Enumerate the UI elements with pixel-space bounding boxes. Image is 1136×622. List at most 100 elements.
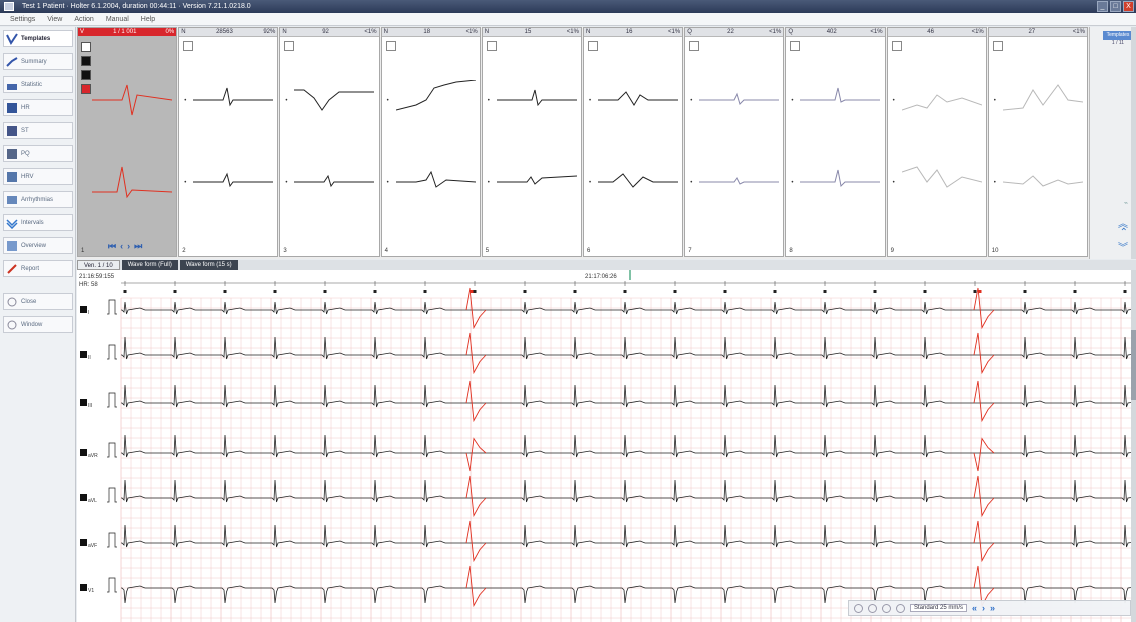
template-marker[interactable] [81, 70, 91, 80]
template-trace [1002, 84, 1083, 111]
sidebar-item-label: Overview [21, 242, 47, 249]
template-marker[interactable] [81, 42, 91, 52]
template-checkbox[interactable] [992, 41, 1003, 51]
template-cell[interactable]: 46 <1% • • 9 [886, 27, 987, 257]
play-icon[interactable]: › [982, 603, 986, 613]
sidebar-item-st[interactable]: ST [3, 122, 73, 139]
menu-bar: Settings View Action Manual Help [0, 13, 1136, 26]
template-pct: <1% [465, 29, 478, 35]
template-scrollbar[interactable] [1131, 27, 1136, 259]
template-checkbox[interactable] [790, 41, 801, 51]
template-checkbox[interactable] [284, 41, 295, 51]
template-cell[interactable]: V 1 / 1 001 0% ⏮ ‹ › ⏭ 1 [77, 27, 178, 257]
minimize-button[interactable]: _ [1097, 1, 1108, 12]
ecg-scroll-thumb[interactable] [1131, 330, 1136, 400]
first-icon[interactable]: ⏮ [108, 241, 117, 251]
template-checkbox[interactable] [689, 41, 700, 51]
template-marker[interactable] [81, 56, 91, 66]
sidebar-item-arrhythmias[interactable]: Arrhythmias [3, 191, 73, 208]
tab-ventricular[interactable]: Ven. 1 / 10 [77, 260, 120, 270]
tab-waveform-15s[interactable]: Wave form (15 s) [179, 260, 238, 270]
sidebar-item-templates[interactable]: Templates [3, 30, 73, 47]
template-number: 2 [182, 248, 186, 254]
template-lead-marker: • [285, 98, 288, 104]
menu-help[interactable]: Help [140, 16, 156, 23]
template-count: 28563 [216, 29, 233, 35]
ecg-scrollbar[interactable] [1131, 270, 1136, 622]
template-header: N 15 <1% [482, 28, 581, 37]
calibration-pulse [107, 532, 117, 548]
sidebar-item-statistic[interactable]: Statistic [3, 76, 73, 93]
sidebar-item-summary[interactable]: Summary [3, 53, 73, 70]
maximize-button[interactable]: □ [1110, 1, 1121, 12]
zoom-in-icon[interactable] [868, 603, 877, 613]
menu-manual[interactable]: Manual [105, 16, 129, 23]
prev-icon[interactable]: ‹ [120, 241, 124, 251]
next-icon[interactable]: › [127, 241, 131, 251]
beat-marker [573, 290, 577, 293]
template-checkbox[interactable] [183, 41, 194, 51]
menu-settings[interactable]: Settings [10, 16, 36, 23]
templates-icon [6, 32, 18, 45]
menu-view[interactable]: View [47, 16, 63, 23]
sidebar-item-intervals[interactable]: Intervals [3, 214, 73, 231]
template-marker[interactable] [81, 84, 91, 94]
template-cell[interactable]: Q 402 <1% • • 8 [785, 27, 886, 257]
template-waveform [496, 89, 577, 107]
measure-icon[interactable] [896, 603, 905, 613]
ventricular-beat [465, 520, 487, 563]
ventricular-marker [978, 290, 982, 293]
template-checkbox[interactable] [588, 41, 598, 51]
lead-marker [80, 306, 87, 313]
template-cell[interactable]: 27 <1% • • 10 [987, 27, 1088, 257]
pin-icon[interactable]: ⌁ [1123, 200, 1128, 207]
ecg-strip[interactable]: 21:16:59:155 HR: 58 21:17:06:26 I II III aVR aV… [77, 270, 1131, 622]
sidebar-item-label: Intervals [21, 219, 44, 226]
speed-select[interactable]: Standard 25 mm/s [910, 604, 968, 612]
scroll-down-icon[interactable]: ︾ [1118, 243, 1128, 254]
template-cell[interactable]: N 28563 92% • • 2 [178, 27, 279, 257]
page-up-icon[interactable]: ⌃ [1119, 227, 1128, 238]
templates-view-button[interactable]: Templates [1103, 31, 1133, 40]
beat-marker [523, 290, 527, 293]
template-waveform [1002, 175, 1083, 187]
sidebar-item-hrv[interactable]: HRV [3, 168, 73, 185]
sidebar-item-report[interactable]: Report [3, 260, 73, 277]
lead-label: II [88, 355, 91, 361]
template-pct: <1% [668, 29, 681, 35]
sidebar-item-hr[interactable]: HR [3, 99, 73, 116]
template-cell[interactable]: Q 22 <1% • • 7 [684, 27, 785, 257]
lasso-icon[interactable] [854, 603, 863, 613]
template-checkbox[interactable] [385, 41, 396, 51]
ventricular-marker [470, 290, 474, 293]
zoom-out-icon[interactable] [882, 603, 891, 613]
template-cell[interactable]: N 18 <1% • • 4 [380, 27, 481, 257]
template-waveform [395, 170, 476, 188]
template-cell[interactable]: N 15 <1% • • 5 [481, 27, 582, 257]
rewind-icon[interactable]: « [972, 603, 978, 613]
template-type: N [181, 29, 186, 35]
template-number: 6 [587, 248, 591, 254]
tab-waveform-full[interactable]: Wave form (Full) [121, 260, 178, 270]
st-icon [6, 125, 18, 137]
forward-icon[interactable]: » [990, 603, 996, 613]
menu-action[interactable]: Action [74, 16, 94, 23]
sidebar-item-close[interactable]: Close [3, 293, 73, 310]
template-checkbox[interactable] [891, 41, 902, 51]
close-button[interactable]: X [1123, 1, 1134, 12]
sidebar-item-pq[interactable]: PQ [3, 145, 73, 162]
lead-label: aVF [88, 543, 97, 549]
last-icon[interactable]: ⏭ [134, 241, 143, 251]
template-cell[interactable]: N 92 <1% • • 3 [279, 27, 380, 257]
scroll-up-icon[interactable]: ︽ [1118, 219, 1128, 230]
template-number: 9 [890, 248, 894, 254]
sidebar-item-overview[interactable]: Overview [3, 237, 73, 254]
template-header: V 1 / 1 001 0% [78, 28, 177, 37]
calibration-pulse [107, 487, 117, 503]
lead-label: aVR [88, 453, 98, 459]
template-checkbox[interactable] [486, 41, 497, 51]
app-icon [4, 2, 14, 11]
sidebar-item-window[interactable]: Window [3, 316, 73, 333]
template-cell[interactable]: N 16 <1% • • 6 [583, 27, 684, 257]
